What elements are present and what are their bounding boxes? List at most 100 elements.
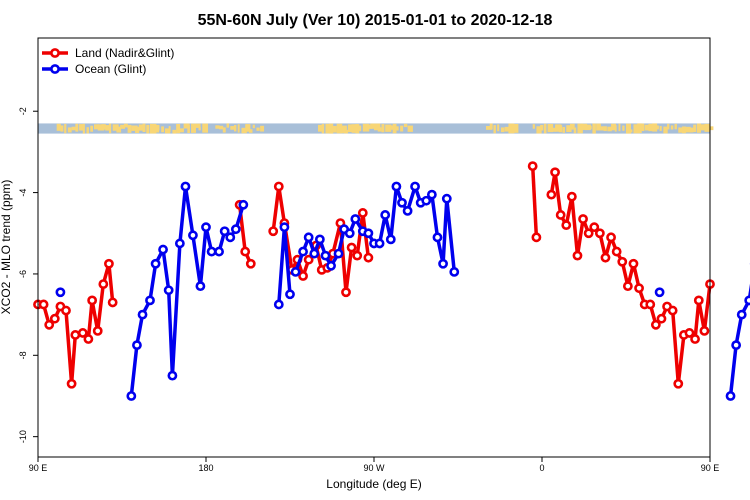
land-patch [547,124,554,133]
data-point-ocean [230,224,241,235]
data-point-land [240,246,251,257]
land-patch [486,126,493,130]
series-line-land [549,170,712,386]
land-patch [82,123,85,134]
land-patch [573,127,577,134]
land-patch [164,128,171,134]
data-point-ocean [145,295,155,306]
land-patch [86,127,89,134]
data-point-ocean [344,228,355,239]
land-patch [219,125,224,130]
data-point-ocean [158,244,168,255]
data-point-ocean [314,234,325,245]
land-patch [629,129,633,133]
data-point-land [572,250,583,261]
land-patch [618,123,621,132]
data-point-ocean [163,285,174,296]
land-patch [551,127,556,132]
land-patch [532,124,535,129]
land-patch [198,127,201,131]
land-patch [400,125,404,132]
land-patch [581,123,588,130]
land-patch [108,123,112,134]
land-patch [318,124,325,132]
data-point-ocean [201,222,211,233]
land-patch [603,126,607,132]
land-patch [75,123,79,132]
data-point-ocean [441,193,452,204]
data-point-land [87,295,98,306]
land-patch [663,126,668,134]
x-tick-label: 90 E [29,463,48,473]
data-point-land [44,319,55,330]
data-point-land [352,250,363,261]
data-point-ocean [731,340,742,351]
land-patch [562,127,565,133]
data-point-ocean [167,370,178,381]
land-patch [626,123,631,134]
land-patch [614,125,617,132]
data-point-land [357,208,368,218]
data-point-ocean [55,287,66,298]
land-patch [321,123,325,134]
x-tick-label: 0 [539,463,544,473]
legend-label-ocean: Ocean (Glint) [75,62,146,76]
land-patch [599,126,604,131]
data-point-land [104,258,114,269]
land-patch [112,124,119,131]
land-patch [256,127,260,131]
data-point-ocean [421,195,432,206]
x-axis-label: Longitude (deg E) [326,477,421,491]
land-patch [655,125,659,130]
data-point-land [650,319,661,330]
land-patch [633,124,640,134]
land-patch [504,126,509,132]
data-point-land [363,252,374,263]
land-patch [157,125,160,131]
series-line-ocean [728,283,750,397]
data-point-land [578,214,588,224]
data-point-land [83,334,94,344]
data-point-ocean [744,295,750,306]
land-patch [168,126,171,132]
y-tick-label: -10 [18,430,28,443]
land-patch [252,124,255,129]
land-patch [67,127,72,133]
land-patch [142,123,146,133]
data-point-land [77,328,88,338]
data-point-ocean [385,234,396,245]
land-patch [179,128,184,133]
data-point-land [49,313,60,324]
land-patch [344,129,349,134]
land-patch [351,124,357,133]
land-patch [407,125,413,132]
land-patch [153,124,160,133]
data-point-ocean [410,181,420,192]
land-ocean-mask [38,123,714,134]
land-patch [230,126,236,130]
legend-label-land: Land (Nadir&Glint) [75,46,174,60]
series-line-ocean [129,184,245,397]
land-patch [123,123,128,128]
data-point-land [600,252,611,263]
y-axis: -2 -4 -6 -8 -10 [18,107,38,443]
land-patch [611,123,617,131]
land-patch [97,124,105,131]
y-tick-label: -4 [18,189,28,197]
land-patch [359,125,362,132]
data-point-land [107,297,118,308]
land-patch [543,123,547,134]
data-point-land [594,228,605,239]
land-patch [183,123,190,129]
land-patch [245,124,251,132]
land-patch [150,123,157,134]
land-patch [127,124,132,133]
land-patch [540,124,544,131]
data-point-land [303,254,314,265]
x-tick-label: 90 W [363,463,385,473]
data-point-land [693,295,704,306]
land-patch [596,123,601,131]
land-patch [396,126,399,131]
data-point-land [550,167,560,178]
